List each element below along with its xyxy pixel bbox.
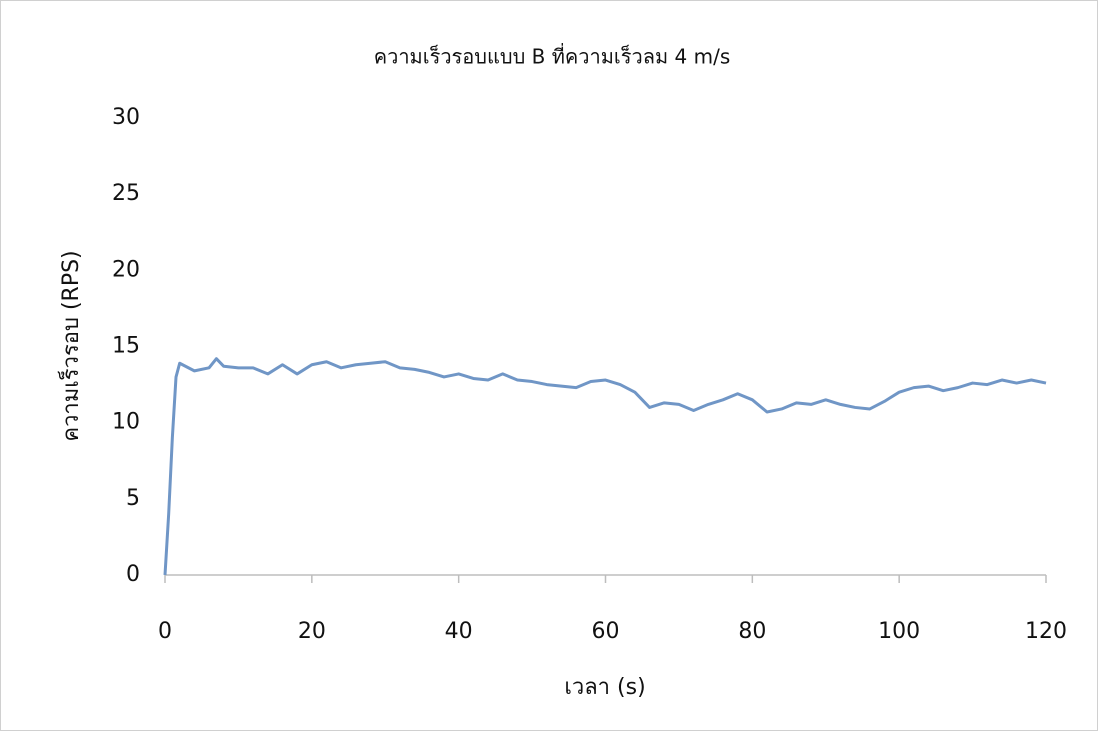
y-tick-label: 0 <box>126 562 140 587</box>
x-tick-label: 20 <box>298 619 326 644</box>
x-tick-label: 120 <box>1025 619 1067 644</box>
chart-title: ความเร็วรอบแบบ B ที่ความเร็วลม 4 m/s <box>374 43 731 69</box>
x-tick-label: 0 <box>158 619 172 644</box>
y-tick-label: 10 <box>112 410 140 435</box>
x-tick-label: 40 <box>445 619 473 644</box>
x-tick-label: 100 <box>878 619 920 644</box>
y-tick-label: 15 <box>112 334 140 359</box>
y-tick-label: 5 <box>126 486 140 511</box>
y-tick-label: 20 <box>112 257 140 282</box>
y-tick-label: 30 <box>112 105 140 130</box>
y-tick-label: 25 <box>112 181 140 206</box>
y-axis-label: ความเร็วรอบ (RPS) <box>56 250 84 441</box>
x-tick-label: 80 <box>738 619 766 644</box>
x-tick-label: 60 <box>592 619 620 644</box>
x-axis-label: เวลา (s) <box>564 675 645 700</box>
data-line <box>163 357 1047 576</box>
